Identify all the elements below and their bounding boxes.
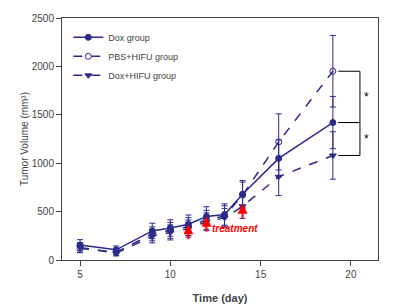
svg-text:20: 20 [345,269,357,280]
svg-text:Tumor Volume (mm³): Tumor Volume (mm³) [19,92,30,186]
svg-text:10: 10 [165,269,177,280]
svg-text:1500: 1500 [32,109,55,120]
svg-text:2500: 2500 [32,13,55,24]
svg-text:Dox+HIFU group: Dox+HIFU group [108,71,176,81]
svg-text:treatment: treatment [212,223,258,234]
svg-text:500: 500 [37,206,54,217]
svg-text:Time (day): Time (day) [193,292,248,304]
svg-text:1000: 1000 [32,158,55,169]
svg-text:5: 5 [77,269,83,280]
svg-text:0: 0 [48,255,54,266]
svg-text:*: * [364,132,369,146]
svg-text:*: * [364,90,369,104]
svg-text:2000: 2000 [32,61,55,72]
svg-text:Dox group: Dox group [108,33,150,43]
svg-text:15: 15 [255,269,267,280]
svg-text:PBS+HIFU group: PBS+HIFU group [108,52,178,62]
